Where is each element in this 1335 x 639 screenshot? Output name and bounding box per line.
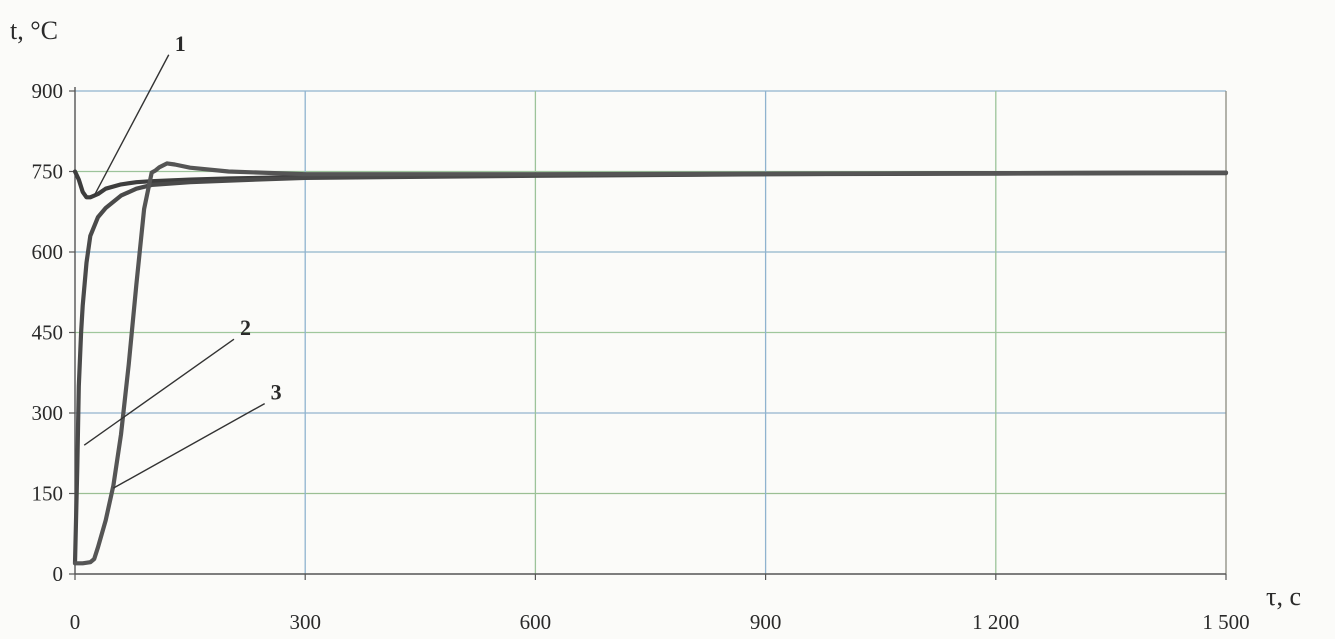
y-tick-label: 150: [32, 482, 64, 506]
x-tick-label: 600: [520, 610, 552, 634]
y-axis-title: t, °C: [10, 16, 58, 45]
chart-tick-labels: 0 150 300 450 600 750 900 0 300 600 900 1 200 1 500: [32, 79, 1250, 634]
callout-label-3: 3: [271, 380, 282, 405]
series-line-2: [72, 171, 1229, 566]
callout-label-1: 1: [175, 31, 186, 56]
x-tick-label: 300: [289, 610, 321, 634]
x-axis-title: τ, c: [1266, 582, 1301, 611]
x-tick-label: 1 500: [1202, 610, 1249, 634]
chart-callouts: 1 2 3: [83, 31, 282, 489]
y-tick-label: 750: [32, 160, 64, 184]
y-tick-label: 600: [32, 240, 64, 264]
callout-leader-1: [93, 54, 170, 196]
callout-label-2: 2: [240, 315, 251, 340]
callout-leader-3: [113, 402, 266, 489]
y-tick-label: 900: [32, 79, 64, 103]
x-tick-label: 1 200: [972, 610, 1019, 634]
x-tick-label: 900: [750, 610, 782, 634]
callout-leader-2: [83, 338, 235, 446]
y-tick-label: 450: [32, 321, 64, 345]
series-line-3: [72, 161, 1229, 566]
chart-series: [72, 161, 1229, 566]
y-tick-label: 0: [53, 562, 64, 586]
y-tick-label: 300: [32, 401, 64, 425]
x-tick-label: 0: [70, 610, 81, 634]
